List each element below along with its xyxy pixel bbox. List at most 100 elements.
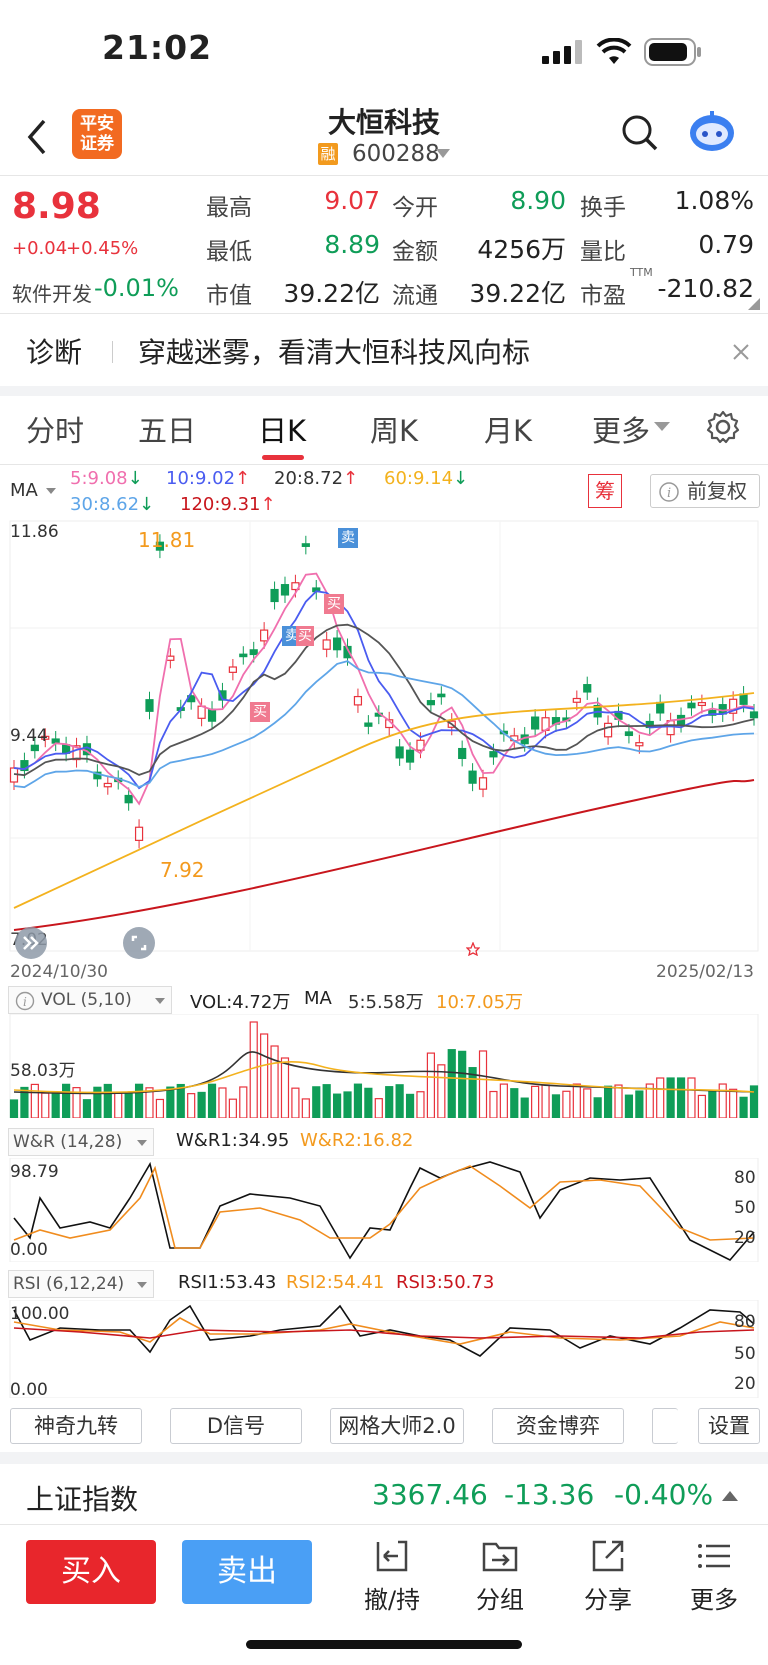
volume-bar: [155, 1098, 165, 1119]
chip-distribution-button[interactable]: 筹: [588, 474, 622, 508]
more-dropdown-icon[interactable]: [654, 422, 670, 432]
amount-value: 4256万: [477, 235, 566, 264]
tools-settings-button[interactable]: 设置: [698, 1408, 760, 1444]
volume-bar: [301, 1098, 310, 1119]
dropdown-icon: [137, 1140, 147, 1146]
ma120-line: [13, 779, 755, 931]
tab-intraday[interactable]: 分时: [26, 414, 85, 448]
candle-body: [301, 543, 310, 547]
candle-body: [364, 722, 373, 727]
volume-bar: [9, 1099, 19, 1119]
candle-body: [343, 645, 352, 659]
share-icon[interactable]: [588, 1536, 628, 1576]
volume-bar: [749, 1085, 759, 1119]
volume-bar: [332, 1093, 342, 1119]
rsi-chart[interactable]: 100.00 0.00 80 50 20: [0, 1299, 768, 1400]
candle-body: [197, 705, 206, 719]
expand-corner-icon[interactable]: [748, 298, 760, 310]
candle-body: [353, 695, 363, 706]
rsi3-line: [13, 1327, 755, 1339]
tab-more[interactable]: 更多: [592, 414, 651, 448]
candle-body: [739, 693, 748, 705]
vol-ma10-line: [13, 1060, 755, 1094]
price-change-pct: +0.45%: [66, 238, 139, 259]
candle-body: [41, 735, 50, 740]
divider: [112, 341, 113, 363]
index-ticker[interactable]: 上证指数 3367.46 -13.36 -0.40%: [0, 1464, 768, 1524]
grid-master-button[interactable]: 网格大师2.0: [330, 1408, 464, 1444]
candle-body: [332, 637, 342, 651]
ma-dropdown-icon[interactable]: [46, 488, 56, 495]
turnover-label: 换手: [580, 195, 626, 221]
back-arrow-icon[interactable]: [24, 117, 50, 157]
candle-body: [749, 711, 759, 719]
close-icon[interactable]: [732, 343, 750, 361]
wr-indicator-selector[interactable]: W&R (14,28): [8, 1128, 154, 1156]
tab-weekly-k[interactable]: 周K: [370, 414, 419, 448]
buy-signal[interactable]: 买: [324, 594, 344, 614]
candle-body: [322, 639, 331, 650]
nav-more[interactable]: 更多: [690, 1586, 738, 1614]
tool-overflow-button[interactable]: [652, 1408, 678, 1444]
magic-nine-turns-button[interactable]: 神奇九转: [10, 1408, 142, 1444]
volume-ratio-label: 量比: [580, 239, 626, 265]
tab-daily-k[interactable]: 日K: [258, 414, 307, 448]
broker-logo[interactable]: 平安证券: [72, 109, 122, 159]
volume-indicator-selector[interactable]: i VOL (5,10): [8, 986, 172, 1014]
volume-bar: [458, 1050, 467, 1119]
expand-up-icon[interactable]: [722, 1490, 738, 1502]
volume-bar: [124, 1092, 133, 1119]
svg-text:i: i: [23, 995, 27, 1009]
wr-tick-80: 80: [734, 1168, 756, 1188]
volume-bar: [489, 1090, 498, 1119]
sell-button[interactable]: 卖出: [182, 1540, 312, 1604]
rsi-indicator-selector[interactable]: RSI (6,12,24): [8, 1270, 154, 1298]
search-icon[interactable]: [620, 113, 660, 153]
volume-bar: [103, 1083, 112, 1119]
industry-name[interactable]: 软件开发: [12, 282, 92, 306]
fullscreen-icon[interactable]: [122, 926, 156, 960]
kline-chart[interactable]: 11.86 9.44 7.02 11.81 7.92 卖 买 卖 买 买: [0, 518, 768, 960]
code-dropdown-icon[interactable]: [436, 149, 450, 159]
more-menu-icon[interactable]: [694, 1536, 734, 1576]
nav-share[interactable]: 分享: [584, 1586, 632, 1614]
expand-sidebar-icon[interactable]: [14, 926, 48, 960]
diagnosis-banner[interactable]: 诊断 穿越迷雾，看清大恒科技风向标: [0, 315, 768, 387]
candle-body: [416, 739, 425, 751]
volume-bar: [41, 1092, 50, 1119]
capital-game-button[interactable]: 资金博弈: [492, 1408, 624, 1444]
ma60-line: [13, 692, 755, 909]
ma20-value: 20:8.72↑: [274, 468, 359, 489]
volume-chart[interactable]: 58.03万: [0, 1013, 768, 1119]
date-start: 2024/10/30: [10, 962, 108, 982]
settings-gear-icon[interactable]: [706, 410, 740, 444]
wr-chart[interactable]: 98.79 0.00 80 50 20: [0, 1157, 768, 1263]
cancel-hold-icon[interactable]: [372, 1536, 412, 1576]
nav-group[interactable]: 分组: [476, 1586, 524, 1614]
candle-body: [531, 716, 540, 730]
volume-bar: [239, 1086, 248, 1119]
tab-monthly-k[interactable]: 月K: [484, 414, 533, 448]
buy-button[interactable]: 买入: [26, 1540, 156, 1604]
float-cap-label: 流通: [392, 283, 438, 309]
market-cap-value: 39.22亿: [283, 279, 380, 308]
event-star-icon[interactable]: [466, 942, 480, 956]
buy-signal[interactable]: 买: [250, 702, 270, 722]
index-name: 上证指数: [26, 1483, 139, 1516]
ma30-value: 30:8.62↓: [70, 494, 155, 515]
nav-cancel-hold[interactable]: 撤/持: [363, 1586, 421, 1614]
tab-five-day[interactable]: 五日: [138, 414, 197, 448]
price-adjust-button[interactable]: 前复权: [650, 474, 760, 508]
volume-bar: [478, 1050, 488, 1119]
buy-signal[interactable]: 买: [296, 626, 314, 646]
volume-bar: [426, 1052, 436, 1119]
d-signal-button[interactable]: D信号: [170, 1408, 302, 1444]
group-folder-icon[interactable]: [480, 1536, 520, 1576]
volume-bar: [114, 1092, 123, 1119]
ma-line: [13, 572, 755, 806]
volume-bar: [249, 1021, 258, 1119]
robot-assistant-icon[interactable]: [688, 109, 736, 153]
status-bar: 21:02: [0, 0, 768, 100]
sell-signal[interactable]: 卖: [338, 528, 358, 548]
rsi3-value: RSI3:50.73: [396, 1272, 495, 1293]
